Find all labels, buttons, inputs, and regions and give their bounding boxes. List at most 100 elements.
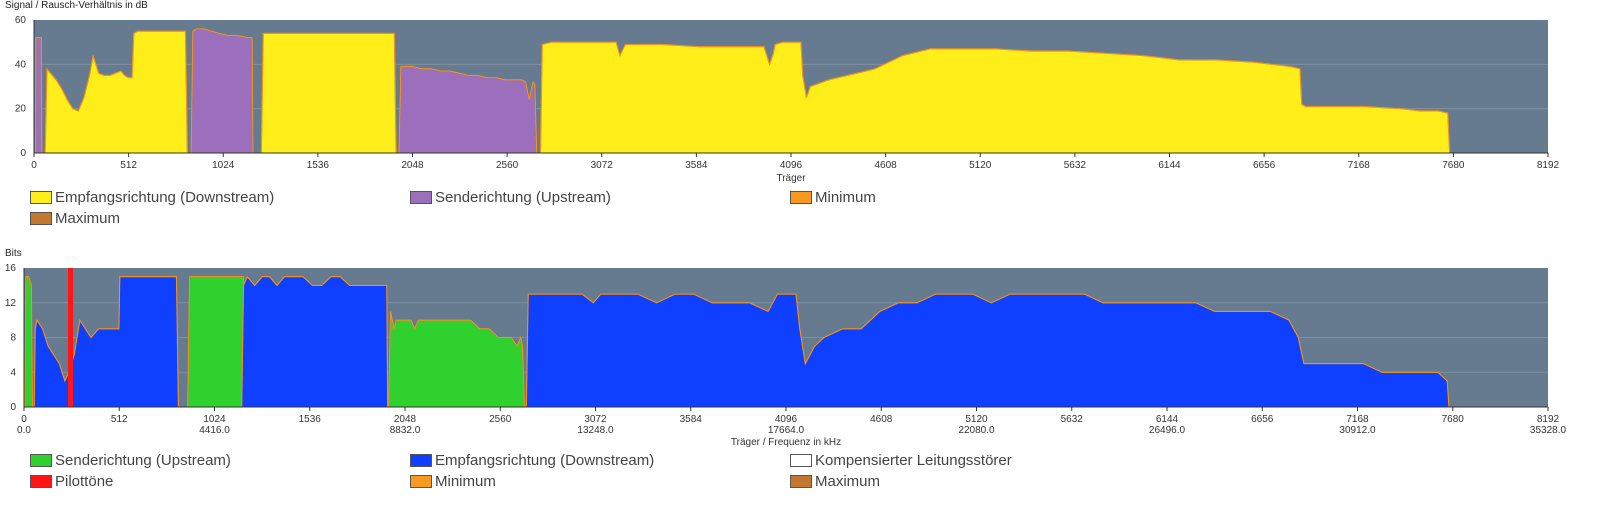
frequency-tick-label: 22080.0 — [958, 425, 995, 436]
legend-swatch-maximum — [790, 475, 812, 488]
x-tick-label: 1536 — [307, 160, 330, 171]
legend-label: Kompensierter Leitungsstörer — [815, 452, 1012, 469]
snr-chart: 0 20 40 60 0 512 1024 1536 2048 2560 3072 3584 4096 4… — [15, 15, 1560, 184]
frequency-tick-label: 26496.0 — [1149, 425, 1186, 436]
legend-label: Maximum — [815, 473, 881, 490]
series-area-empfangsrichtung-downstream- — [241, 276, 388, 407]
x-tick-label: 3584 — [680, 414, 703, 425]
x-tick-label: 3072 — [591, 160, 614, 171]
series-area-empfangsrichtung-downstream- — [540, 42, 1450, 154]
frequency-tick-label: 8832.0 — [390, 425, 421, 436]
frequency-tick-label: 13248.0 — [577, 425, 614, 436]
legend-swatch-maximum — [30, 212, 52, 225]
y-tick-label: 16 — [5, 263, 17, 274]
series-area-senderichtung-upstream- — [24, 276, 33, 407]
frequency-tick-label: 17664.0 — [768, 425, 805, 436]
legend-label: Pilottöne — [55, 473, 114, 490]
y-tick-label: 0 — [10, 402, 16, 413]
frequency-tick-label: 35328.0 — [1530, 425, 1567, 436]
y-tick-label: 8 — [10, 333, 16, 344]
x-tick-label: 2048 — [401, 160, 424, 171]
frequency-tick-label: 4416.0 — [199, 425, 230, 436]
x-tick-label: 6144 — [1156, 414, 1179, 425]
legend-swatch-minimum — [410, 475, 432, 488]
y-tick-label: 0 — [20, 148, 26, 159]
legend-swatch-downstream — [410, 454, 432, 467]
x-axis-title: Träger / Frequenz in kHz — [731, 437, 841, 448]
y-tick-label: 40 — [15, 59, 27, 70]
series-area-senderichtung-upstream- — [187, 276, 246, 407]
minimum-line — [187, 276, 246, 408]
legend-label: Senderichtung (Upstream) — [435, 189, 611, 206]
minimum-line — [241, 275, 389, 408]
series-area-senderichtung-upstream- — [191, 28, 253, 153]
x-tick-label: 512 — [111, 414, 128, 425]
legend-swatch-minimum — [790, 191, 812, 204]
x-tick-label: 512 — [120, 160, 137, 171]
series-area-senderichtung-upstream- — [35, 37, 42, 154]
minimum-line — [24, 276, 33, 408]
chart1-y-axis-title: Signal / Rausch-Verhältnis in dB — [5, 0, 148, 11]
x-tick-label: 2560 — [489, 414, 512, 425]
minimum-line — [44, 30, 188, 154]
y-tick-label: 4 — [10, 367, 16, 378]
series-area-senderichtung-upstream- — [388, 311, 525, 407]
x-tick-label: 1024 — [203, 414, 226, 425]
minimum-line — [398, 66, 538, 154]
pilot-tone-marker — [68, 268, 74, 407]
x-tick-label: 4096 — [780, 160, 803, 171]
minimum-line — [388, 311, 525, 408]
legend-label: Maximum — [55, 210, 121, 227]
x-tick-label: 6656 — [1253, 160, 1276, 171]
legend-swatch-upstream — [30, 454, 52, 467]
minimum-line — [33, 276, 179, 408]
y-tick-label: 12 — [5, 298, 17, 309]
x-tick-label: 5120 — [969, 160, 992, 171]
x-tick-label: 0 — [31, 160, 37, 171]
legend-swatch-downstream — [30, 191, 52, 204]
legend-swatch-upstream — [410, 191, 432, 204]
x-tick-label: 4096 — [775, 414, 798, 425]
x-tick-label: 3584 — [685, 160, 708, 171]
series-area-empfangsrichtung-downstream- — [526, 294, 1449, 407]
frequency-tick-label: 30912.0 — [1339, 425, 1376, 436]
frequency-tick-label: 0.0 — [17, 425, 31, 436]
legend-label: Minimum — [435, 473, 496, 490]
x-tick-label: 7168 — [1346, 414, 1369, 425]
chart2-y-axis-title: Bits — [5, 248, 22, 259]
x-tick-label: 2048 — [394, 414, 417, 425]
legend-swatch-pilot-tones — [30, 475, 52, 488]
y-tick-label: 20 — [15, 104, 27, 115]
minimum-line — [540, 41, 1451, 154]
series-area-senderichtung-upstream- — [399, 66, 537, 153]
minimum-line — [525, 293, 1450, 408]
x-tick-label: 8192 — [1537, 160, 1560, 171]
legend-label: Empfangsrichtung (Downstream) — [55, 189, 275, 206]
x-tick-label: 0 — [21, 414, 27, 425]
legend-swatch-compensated-noise — [790, 454, 812, 467]
x-tick-label: 5632 — [1064, 160, 1087, 171]
x-tick-label: 5632 — [1061, 414, 1084, 425]
x-tick-label: 4608 — [870, 414, 893, 425]
x-tick-label: 4608 — [875, 160, 898, 171]
legend-label: Senderichtung (Upstream) — [55, 452, 231, 469]
x-axis-title: Träger — [776, 173, 806, 184]
bits-chart: 0 4 8 12 16 0 512 1024 1536 2048 2560 3072 3584 4096 4… — [5, 263, 1567, 448]
x-tick-label: 5120 — [965, 414, 988, 425]
minimum-line — [35, 37, 43, 154]
series-area-empfangsrichtung-downstream- — [261, 33, 397, 153]
x-tick-label: 1024 — [212, 160, 235, 171]
series-area-empfangsrichtung-downstream- — [45, 31, 188, 154]
x-tick-label: 1536 — [299, 414, 322, 425]
x-tick-label: 3072 — [584, 414, 607, 425]
y-tick-label: 60 — [15, 15, 27, 26]
x-tick-label: 6144 — [1158, 160, 1181, 171]
x-tick-label: 7680 — [1442, 160, 1465, 171]
legend-label: Minimum — [815, 189, 876, 206]
x-tick-label: 7680 — [1442, 414, 1465, 425]
x-tick-label: 8192 — [1537, 414, 1560, 425]
minimum-line — [260, 32, 397, 154]
x-tick-label: 7168 — [1348, 160, 1371, 171]
legend-label: Empfangsrichtung (Downstream) — [435, 452, 655, 469]
x-tick-label: 2560 — [496, 160, 519, 171]
